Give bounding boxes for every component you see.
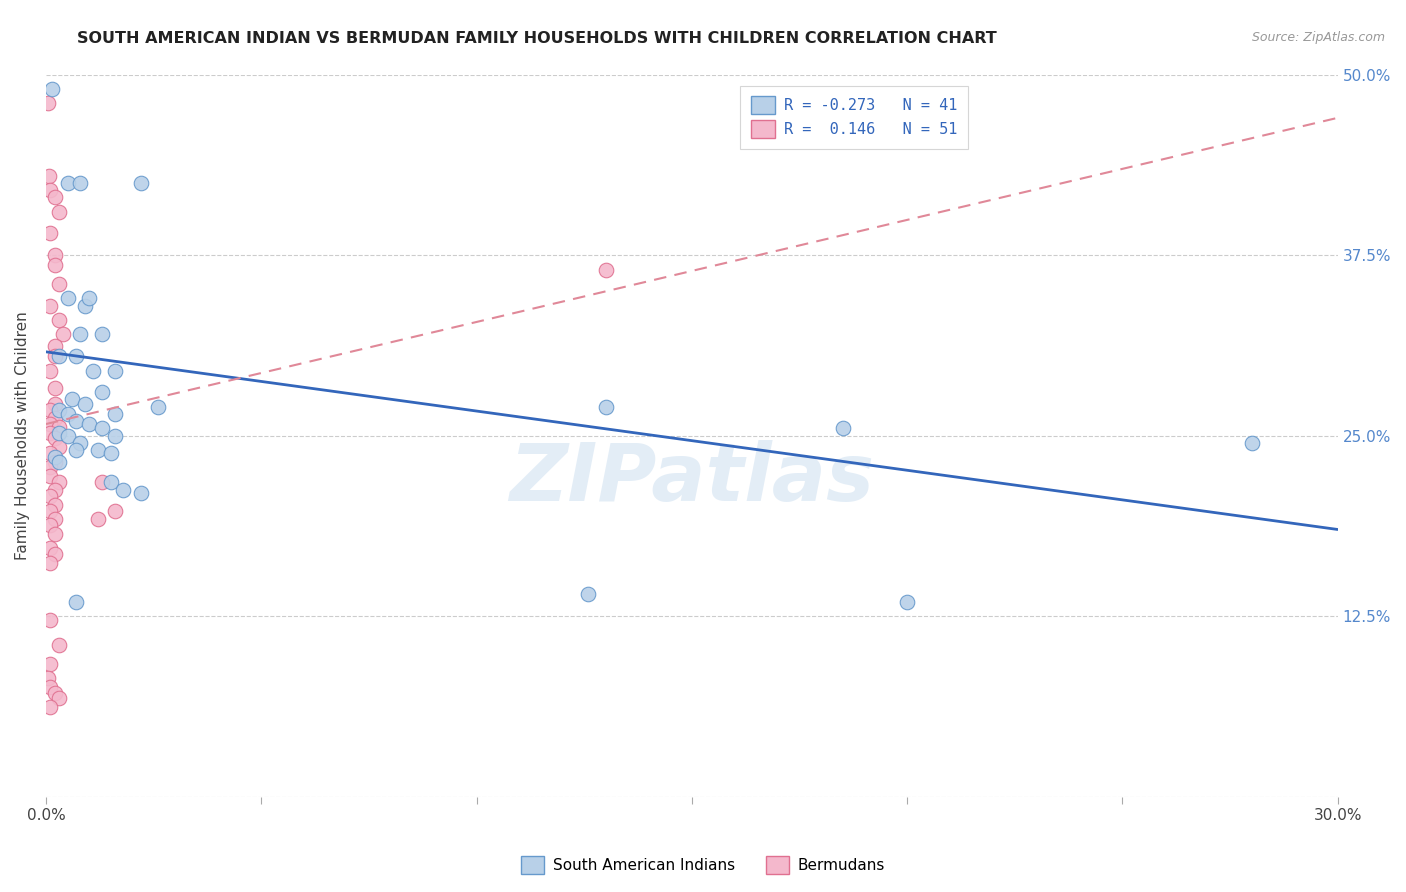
Point [60, 392, 83, 407]
Point [104, 504, 127, 518]
Point [82, 363, 104, 377]
Point [86, 512, 108, 526]
Point [44, 526, 66, 541]
Point [129, 176, 152, 190]
Point [104, 428, 127, 442]
Point [48, 277, 70, 291]
Point [104, 363, 127, 377]
Point [65, 443, 87, 458]
Point [39, 299, 62, 313]
Point [39, 541, 62, 556]
Point [39, 417, 62, 431]
Point [44, 411, 66, 425]
Point [69, 435, 91, 450]
Point [39, 489, 62, 503]
Point [56, 176, 79, 190]
Point [38, 169, 60, 183]
Point [48, 402, 70, 417]
Point [112, 483, 135, 498]
Point [48, 440, 70, 454]
Point [39, 446, 62, 460]
Point [146, 400, 169, 414]
Point [39, 556, 62, 570]
Point [44, 258, 66, 272]
Point [39, 700, 62, 714]
Point [56, 292, 79, 306]
Point [44, 248, 66, 262]
Point [44, 349, 66, 363]
Point [44, 498, 66, 512]
Point [73, 397, 96, 411]
Point [39, 425, 62, 440]
Point [39, 227, 62, 241]
Point [48, 475, 70, 489]
Point [39, 183, 62, 197]
Text: Source: ZipAtlas.com: Source: ZipAtlas.com [1251, 31, 1385, 45]
Point [44, 686, 66, 700]
Point [44, 432, 66, 446]
Point [56, 407, 79, 421]
Point [39, 504, 62, 518]
Point [77, 292, 100, 306]
Point [44, 483, 66, 498]
Point [1240, 435, 1263, 450]
Point [44, 381, 66, 395]
Point [48, 638, 70, 652]
Point [65, 414, 87, 428]
Point [48, 425, 70, 440]
Point [52, 327, 75, 342]
Point [86, 443, 108, 458]
Point [595, 262, 617, 277]
Point [44, 397, 66, 411]
Point [39, 614, 62, 628]
Point [100, 446, 122, 460]
Point [100, 475, 122, 489]
Point [48, 204, 70, 219]
Point [39, 402, 62, 417]
Point [48, 349, 70, 363]
Point [48, 313, 70, 327]
Point [77, 417, 100, 431]
Point [44, 190, 66, 204]
Point [65, 349, 87, 363]
Point [595, 400, 617, 414]
Point [39, 469, 62, 483]
Point [39, 460, 62, 475]
Point [73, 299, 96, 313]
Legend: South American Indians, Bermudans: South American Indians, Bermudans [515, 850, 891, 880]
Point [39, 363, 62, 377]
Point [69, 176, 91, 190]
Point [48, 454, 70, 468]
Text: SOUTH AMERICAN INDIAN VS BERMUDAN FAMILY HOUSEHOLDS WITH CHILDREN CORRELATION CH: SOUTH AMERICAN INDIAN VS BERMUDAN FAMILY… [77, 31, 997, 46]
Text: ZIPatlas: ZIPatlas [509, 440, 875, 518]
Point [41, 82, 63, 96]
Point [91, 421, 114, 435]
Point [129, 486, 152, 500]
Point [48, 420, 70, 434]
Point [44, 512, 66, 526]
Y-axis label: Family Households with Children: Family Households with Children [15, 311, 30, 560]
Point [896, 595, 918, 609]
Point [44, 454, 66, 468]
Legend: R = -0.273   N = 41, R =  0.146   N = 51: R = -0.273 N = 41, R = 0.146 N = 51 [740, 86, 969, 149]
Point [56, 428, 79, 442]
Point [44, 339, 66, 353]
Point [104, 407, 127, 421]
Point [91, 327, 114, 342]
Point [48, 691, 70, 706]
Point [578, 587, 600, 601]
Point [91, 475, 114, 489]
Point [44, 450, 66, 465]
Point [91, 385, 114, 400]
Point [39, 680, 62, 694]
Point [65, 595, 87, 609]
Point [44, 547, 66, 561]
Point [831, 421, 853, 435]
Point [37, 96, 59, 111]
Point [37, 671, 59, 685]
Point [39, 518, 62, 533]
Point [69, 327, 91, 342]
Point [39, 657, 62, 671]
